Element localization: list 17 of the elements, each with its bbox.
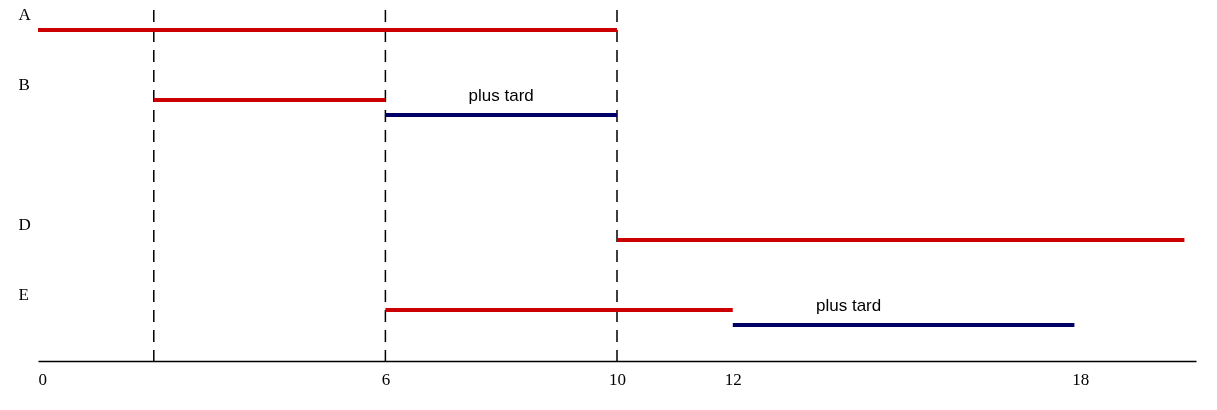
bar: [385, 307, 733, 312]
x-tick-label: 10: [609, 369, 626, 389]
x-tick-label: 18: [1072, 369, 1090, 389]
x-tick-label: 12: [724, 369, 742, 389]
bar: [385, 112, 617, 117]
y-tick-label: A: [18, 5, 32, 25]
annotation: plus tard: [468, 85, 534, 105]
y-tick-label: B: [18, 75, 30, 95]
x-tick-label: 6: [381, 369, 391, 389]
annotation: plus tard: [816, 295, 882, 315]
y-tick-label: D: [18, 215, 31, 235]
x-tick-label: 0: [38, 369, 47, 389]
bar: [153, 97, 386, 102]
bar: [732, 322, 1075, 327]
y-tick-label: E: [18, 285, 29, 305]
bar: [617, 237, 1185, 242]
bar: [38, 27, 617, 32]
